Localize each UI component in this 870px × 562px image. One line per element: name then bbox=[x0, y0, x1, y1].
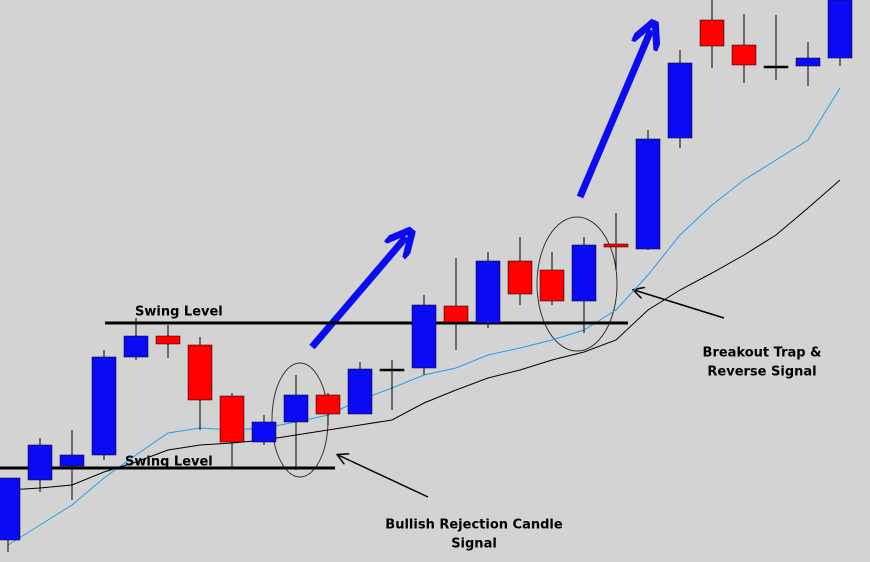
candle-body bbox=[443, 305, 469, 323]
candle-body bbox=[0, 477, 21, 541]
annotation: Signal bbox=[451, 537, 497, 552]
candle-body bbox=[475, 260, 501, 324]
candle-body bbox=[187, 344, 213, 401]
candle-body bbox=[27, 444, 53, 481]
candle-body bbox=[763, 65, 789, 69]
candle-body bbox=[731, 44, 757, 66]
candle-body bbox=[123, 335, 149, 358]
candle-body bbox=[603, 243, 629, 248]
trend-arrow bbox=[576, 30, 651, 199]
highlight-ellipse bbox=[536, 216, 618, 352]
swing-level-label: Swing Level bbox=[125, 455, 213, 470]
candle-body bbox=[251, 421, 277, 443]
annotation: Reverse Signal bbox=[707, 365, 816, 380]
moving-average bbox=[7, 179, 841, 491]
candle-body bbox=[283, 394, 309, 423]
annotation: Breakout Trap & bbox=[703, 346, 822, 361]
candle-body bbox=[91, 356, 117, 456]
candle-body bbox=[539, 269, 565, 302]
candle-body bbox=[827, 0, 853, 59]
candle-body bbox=[59, 454, 85, 467]
candle-body bbox=[379, 368, 405, 372]
pointer-arrow bbox=[634, 290, 725, 319]
swing-level-label: Swing Level bbox=[135, 305, 223, 320]
candle-body bbox=[315, 394, 341, 415]
annotation: Bullish Rejection Candle bbox=[385, 518, 563, 533]
candle-body bbox=[699, 19, 725, 47]
pointer-arrow bbox=[338, 455, 429, 498]
candle-body bbox=[571, 244, 597, 302]
trend-arrow bbox=[309, 237, 406, 350]
candle-body bbox=[347, 368, 373, 415]
candle-body bbox=[635, 138, 661, 250]
candle-body bbox=[667, 62, 693, 139]
candle-body bbox=[219, 395, 245, 443]
candle-body bbox=[507, 260, 533, 295]
candle-body bbox=[795, 57, 821, 67]
candle-body bbox=[411, 304, 437, 369]
candle-body bbox=[155, 335, 181, 345]
